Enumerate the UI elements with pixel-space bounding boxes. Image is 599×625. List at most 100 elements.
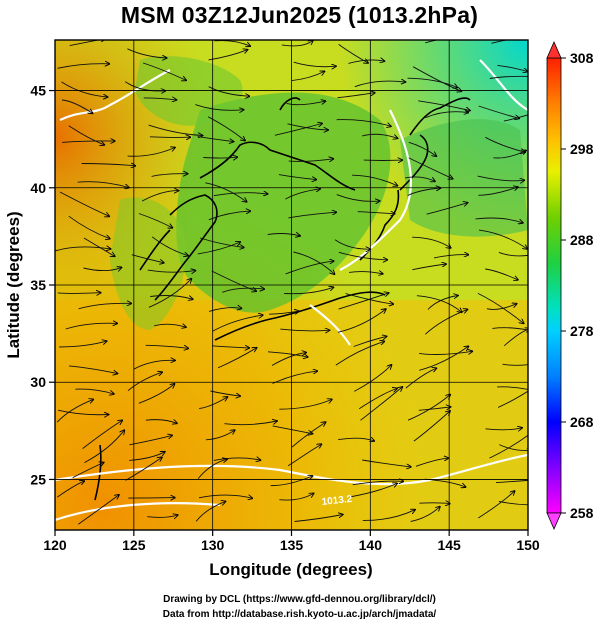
streamline [338,293,389,310]
streamline [424,309,467,335]
streamline [489,432,528,459]
streamline [78,303,132,310]
y-axis-ticks: 25 30 35 40 45 [30,83,55,487]
streamline [279,493,313,501]
streamline [195,501,225,522]
streamline [78,495,119,525]
streamline [293,61,336,67]
streamline [349,272,383,274]
streamline [211,346,249,348]
colorbar-tick-label: 288 [570,232,594,248]
streamline [405,368,437,389]
streamline [57,481,84,498]
streamline [148,279,191,308]
pressure-contour-label: 1013.2 [321,494,353,508]
streamline [208,211,251,221]
streamline [141,191,178,202]
streamline [268,311,299,315]
streamline [278,174,316,180]
streamline [65,323,118,330]
streamline [151,174,188,177]
streamline [125,457,162,481]
streamline [270,476,313,487]
streamline [145,344,189,348]
streamline [81,164,136,166]
streamline [148,124,203,135]
streamline [59,341,106,348]
streamline [147,515,177,517]
streamline [127,372,162,392]
streamline [208,308,241,312]
streamline [61,99,93,113]
x-tick-label: 130 [201,537,225,553]
streamline [408,141,437,156]
streamline [415,458,448,467]
streamline [497,390,528,408]
y-tick-label: 25 [30,471,46,487]
streamline [127,48,166,58]
streamline [286,101,326,106]
streamline [412,66,461,92]
streamline [208,86,250,97]
streamline [212,315,262,332]
streamline [478,491,514,519]
streamline [207,116,245,141]
streamline [57,64,109,69]
streamline [291,422,325,448]
streamline [418,407,451,411]
streamline [352,481,404,486]
streamline [492,327,528,331]
streamline [274,124,322,136]
colorbar-tick-label: 258 [570,505,594,521]
streamline [145,420,177,424]
streamline [337,93,375,99]
streamline [497,64,527,71]
streamline [338,44,368,63]
streamline [410,507,440,522]
streamline [211,270,256,291]
streamline [199,237,244,248]
streamline [127,148,175,157]
streamline [294,515,343,522]
streamline [205,430,235,441]
streamline [426,203,468,215]
streamline [285,189,320,200]
streamline [412,236,451,248]
streamline [338,438,374,441]
streamline [502,363,528,366]
streamline [68,125,105,145]
streamline [83,237,115,256]
streamline [498,251,528,257]
streamline [336,194,380,202]
x-tick-label: 150 [516,537,540,553]
wind-streamlines [55,40,528,525]
streamline [57,409,108,415]
streamline [478,229,527,249]
streamline [337,309,386,333]
temperature-field [55,40,528,530]
streamline [291,71,325,82]
streamline [491,40,509,44]
colorbar-tick-label: 298 [570,141,594,157]
credits: Drawing by DCL (https://www.gfd-dennou.o… [0,592,599,622]
colorbar-tick-label: 278 [570,323,594,339]
streamline [357,212,395,214]
streamline [151,236,188,256]
streamline [57,293,101,294]
streamline [213,458,261,460]
y-tick-label: 30 [30,374,46,390]
streamline [407,395,450,421]
streamline [477,175,525,181]
streamline [497,386,528,390]
streamline [222,288,264,293]
streamline [338,251,387,259]
streamline [138,384,175,404]
x-axis-label: Longitude (degrees) [209,560,372,579]
streamline [485,428,523,430]
credit-drawing: Drawing by DCL (https://www.gfd-dennou.o… [163,594,436,605]
streamline [208,50,248,61]
x-tick-label: 125 [122,537,146,553]
streamline [285,261,334,275]
x-tick-label: 120 [43,537,67,553]
streamline [485,268,518,280]
